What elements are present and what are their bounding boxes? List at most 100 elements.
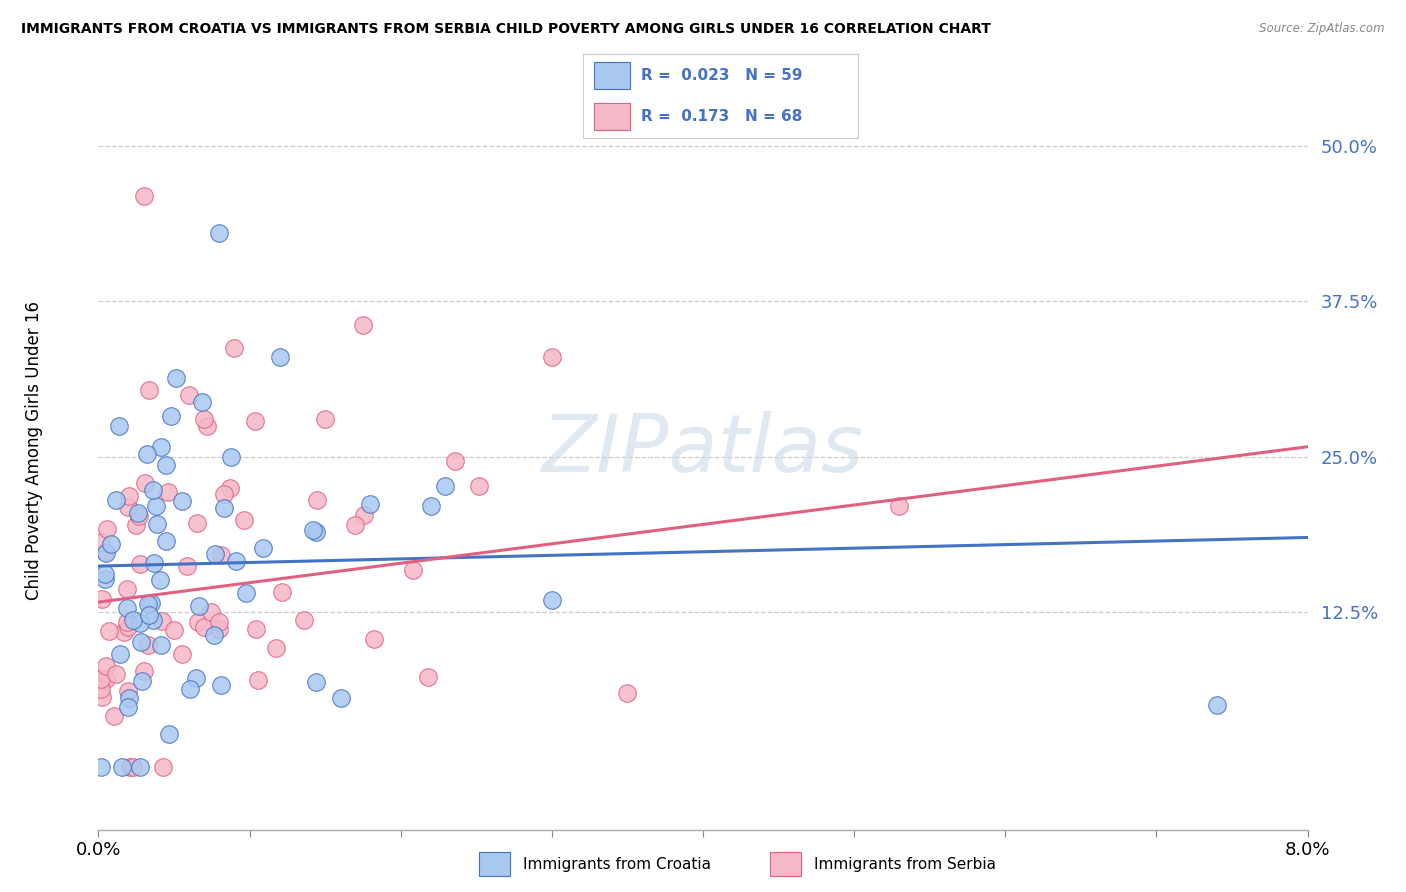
Point xyxy=(264,640,287,655)
Point xyxy=(142,483,165,497)
Point xyxy=(117,684,139,698)
Point xyxy=(344,518,367,533)
Point xyxy=(200,605,222,619)
Point xyxy=(157,727,180,741)
Point xyxy=(103,709,125,723)
Point xyxy=(138,383,160,397)
Point xyxy=(243,414,266,428)
Point xyxy=(150,440,173,454)
Point xyxy=(129,635,152,649)
Point xyxy=(134,476,156,491)
Point xyxy=(145,499,167,513)
Point xyxy=(190,395,212,409)
Point xyxy=(307,492,329,507)
Point xyxy=(90,760,112,774)
Point xyxy=(179,387,201,401)
Point xyxy=(150,614,173,628)
Y-axis label: Child Poverty Among Girls Under 16: Child Poverty Among Girls Under 16 xyxy=(25,301,42,600)
Point xyxy=(96,522,118,536)
Point xyxy=(186,516,208,530)
Point xyxy=(112,624,135,639)
Point xyxy=(468,479,491,493)
Point xyxy=(90,535,112,549)
Point xyxy=(159,409,181,424)
Point xyxy=(127,506,149,520)
Point xyxy=(146,516,169,531)
Point xyxy=(232,513,254,527)
Point xyxy=(94,546,117,560)
Text: R =  0.023   N = 59: R = 0.023 N = 59 xyxy=(641,68,803,83)
Point xyxy=(90,681,112,696)
Point xyxy=(209,548,232,562)
Point xyxy=(94,658,117,673)
Point xyxy=(139,596,162,610)
Point xyxy=(219,481,242,495)
Point xyxy=(138,607,160,622)
Point xyxy=(136,597,159,611)
Point xyxy=(187,615,209,629)
Point xyxy=(184,672,207,686)
Point xyxy=(90,672,112,686)
Point xyxy=(163,624,186,638)
Point xyxy=(172,647,194,661)
Point xyxy=(314,412,336,426)
Point xyxy=(98,624,121,638)
FancyBboxPatch shape xyxy=(478,853,510,876)
Point xyxy=(202,628,225,642)
Point xyxy=(208,615,231,629)
Text: ZIPatlas: ZIPatlas xyxy=(541,411,865,490)
Point xyxy=(219,450,242,465)
Point xyxy=(121,613,143,627)
Point xyxy=(156,485,179,500)
Point xyxy=(402,563,425,577)
Text: Source: ZipAtlas.com: Source: ZipAtlas.com xyxy=(1260,22,1385,36)
Point xyxy=(152,760,174,774)
Point xyxy=(187,599,209,613)
Point xyxy=(269,350,291,364)
FancyBboxPatch shape xyxy=(595,62,630,89)
Point xyxy=(128,616,150,631)
Point xyxy=(352,318,374,332)
Point xyxy=(155,534,177,549)
Point xyxy=(128,508,150,523)
Text: R =  0.173   N = 68: R = 0.173 N = 68 xyxy=(641,109,803,124)
Point xyxy=(118,690,141,705)
Point xyxy=(212,487,235,501)
Point xyxy=(330,691,353,706)
Point xyxy=(363,632,385,646)
Point xyxy=(246,673,269,687)
Point xyxy=(111,760,134,774)
Point xyxy=(222,341,245,355)
Point xyxy=(115,615,138,629)
Point xyxy=(165,371,187,385)
Point xyxy=(143,556,166,570)
Point xyxy=(540,350,562,364)
Point xyxy=(271,585,294,599)
Point xyxy=(252,541,274,555)
Point xyxy=(616,686,638,700)
Point xyxy=(108,419,131,434)
Point xyxy=(132,188,155,202)
FancyBboxPatch shape xyxy=(770,853,801,876)
Point xyxy=(305,675,328,690)
Point xyxy=(179,682,201,697)
Point xyxy=(117,500,139,515)
Point xyxy=(195,419,218,434)
Point xyxy=(100,537,122,551)
Point xyxy=(129,760,152,774)
Point xyxy=(302,523,325,537)
Point xyxy=(94,545,117,559)
Point xyxy=(91,592,114,607)
Point xyxy=(416,670,439,684)
Point xyxy=(433,479,456,493)
Point xyxy=(105,492,128,507)
FancyBboxPatch shape xyxy=(595,103,630,130)
Point xyxy=(420,500,443,514)
Point xyxy=(131,674,153,689)
Point xyxy=(121,760,143,774)
Point xyxy=(149,574,172,588)
Point xyxy=(540,592,562,607)
Point xyxy=(115,582,138,597)
Point xyxy=(305,524,328,539)
Point xyxy=(94,672,117,686)
